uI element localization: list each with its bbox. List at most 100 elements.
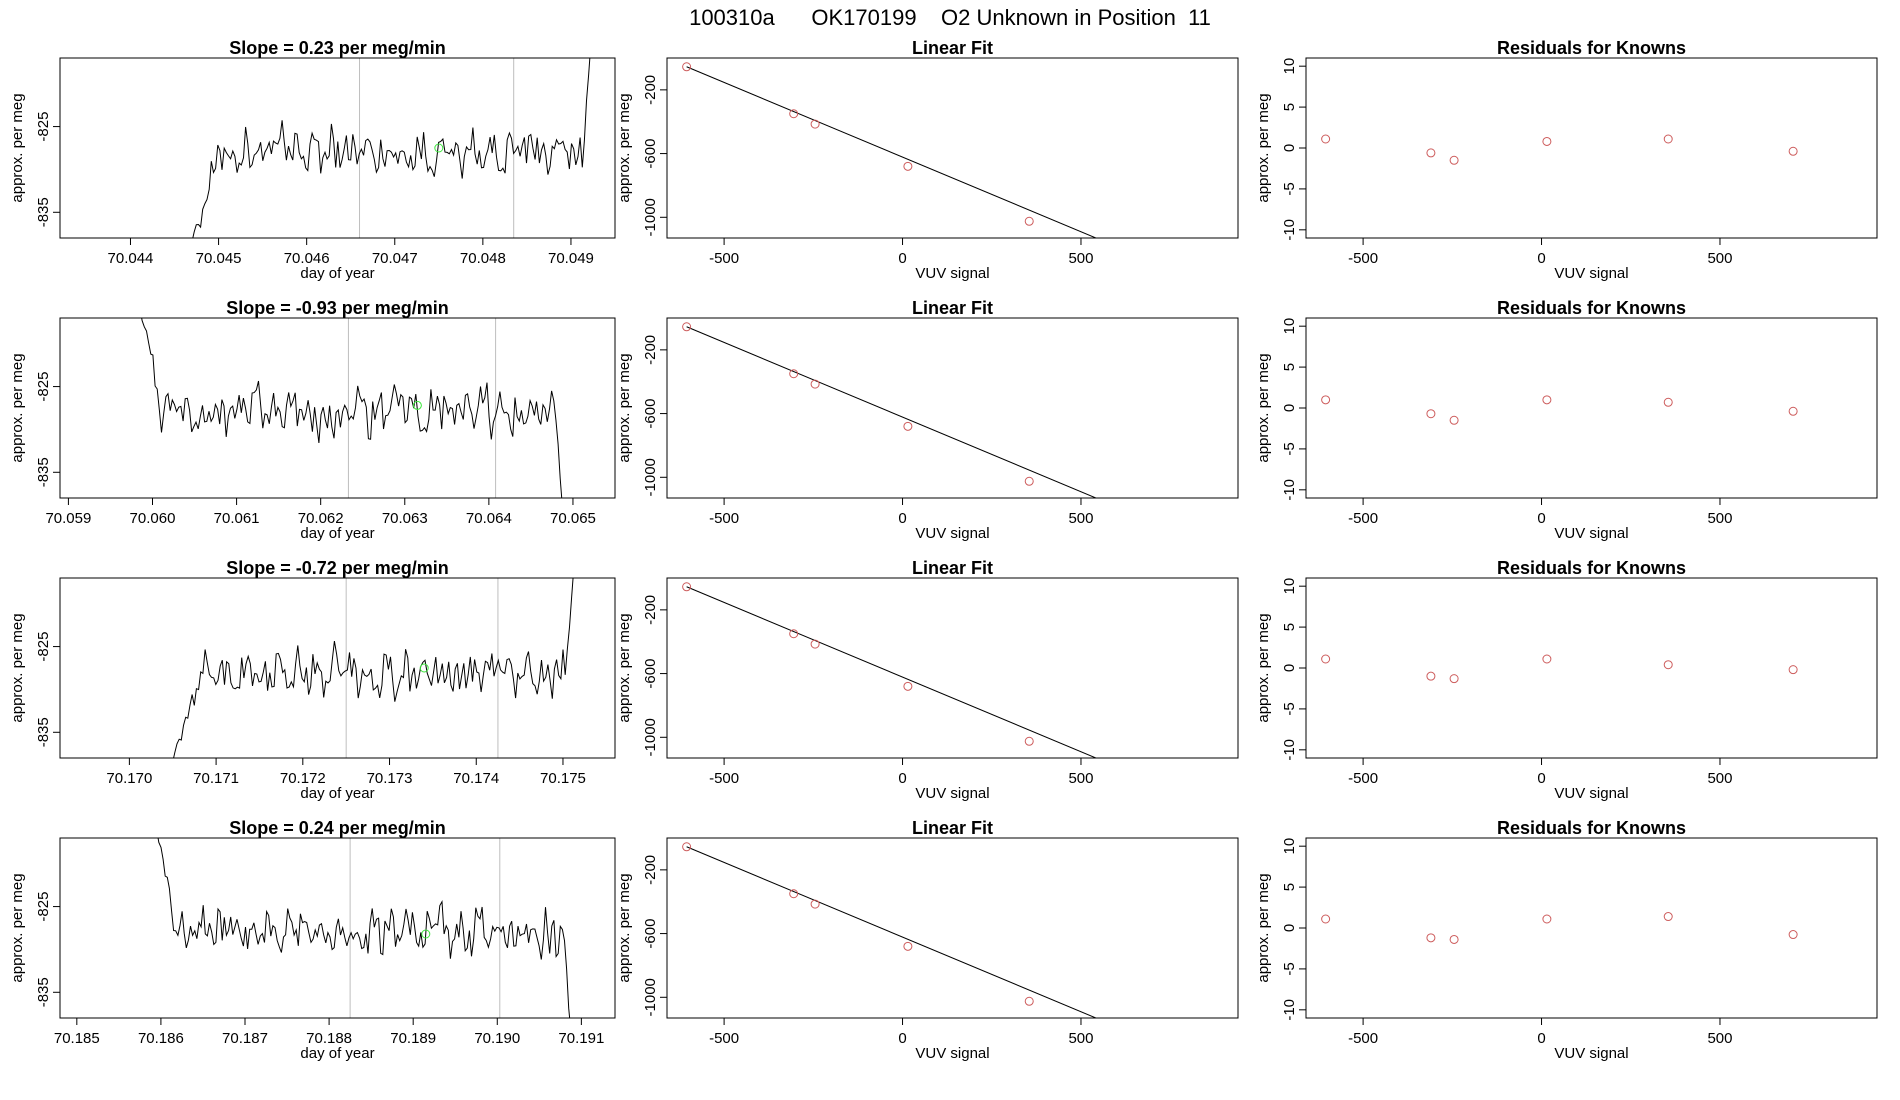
x-tick-label: 0: [898, 250, 906, 267]
plot-frame: [1305, 317, 1878, 499]
y-tick-label: -200: [642, 75, 659, 105]
x-tick-label: -500: [709, 250, 739, 267]
chart-trace-row-0: Slope = 0.23 per meg/min 70.044 70.045 70.0…: [9, 38, 616, 282]
plot-area: [173, 578, 574, 758]
x-axis-label: VUV signal: [1554, 785, 1628, 802]
residual-point: [1321, 654, 1331, 664]
x-tick-label: 70.048: [460, 250, 506, 267]
known-point: [810, 899, 820, 909]
plot-frame: [59, 317, 616, 499]
x-tick-label: 70.044: [108, 250, 154, 267]
plot-frame: [666, 837, 1239, 1019]
x-tick-label: 70.170: [106, 770, 152, 787]
x-tick-label: 70.065: [550, 510, 596, 527]
plot-frame: [1305, 837, 1878, 1019]
x-tick-label: 70.185: [54, 1030, 100, 1047]
unknown-point: [419, 663, 429, 673]
known-point: [789, 889, 799, 899]
residual-point: [1542, 914, 1552, 924]
chart-title: Residuals for Knowns: [1497, 38, 1686, 58]
y-tick-label: 0: [1281, 924, 1298, 932]
known-point: [903, 421, 913, 431]
plot-area: [141, 318, 563, 498]
y-tick-label: -10: [1281, 999, 1298, 1021]
plot-area: [682, 62, 1098, 238]
chart-trace-row-2: Slope = -0.72 per meg/min 70.170 70.171 70.…: [9, 558, 616, 802]
unknown-point: [421, 929, 431, 939]
x-tick-label: 70.187: [222, 1030, 268, 1047]
trace-line: [192, 58, 591, 238]
chart-title: Slope = 0.24 per meg/min: [229, 818, 446, 838]
known-point: [789, 109, 799, 119]
residual-point: [1449, 674, 1459, 684]
y-axis-label: approx. per meg: [1255, 93, 1272, 202]
known-point: [682, 62, 692, 72]
x-tick-label: 70.173: [367, 770, 413, 787]
chart-residuals-row-2: Residuals for Knowns -500 0 500 10 5 0 -5 -10 VUV…: [1255, 558, 1878, 802]
x-tick-label: -500: [1348, 770, 1378, 787]
x-tick-label: -500: [709, 1030, 739, 1047]
x-tick-label: 70.059: [45, 510, 91, 527]
y-axis-label: approx. per meg: [9, 613, 26, 722]
y-tick-label: -1000: [642, 198, 659, 236]
fit-line: [686, 586, 1098, 758]
fit-line: [686, 66, 1098, 238]
x-tick-label: 500: [1707, 1030, 1732, 1047]
y-tick-label: -5: [1281, 182, 1298, 195]
plot-area: [157, 838, 571, 1018]
y-axis-label: approx. per meg: [616, 613, 633, 722]
x-tick-label: 0: [898, 510, 906, 527]
y-tick-label: 10: [1281, 578, 1298, 595]
x-axis-label: day of year: [300, 1045, 374, 1062]
y-tick-label: -600: [642, 139, 659, 169]
x-tick-label: 70.172: [280, 770, 326, 787]
x-tick-label: 70.174: [453, 770, 499, 787]
x-tick-label: -500: [1348, 250, 1378, 267]
y-tick-label: -5: [1281, 702, 1298, 715]
y-tick-label: 0: [1281, 664, 1298, 672]
residual-point: [1449, 934, 1459, 944]
y-axis-label: approx. per meg: [616, 93, 633, 202]
chart-title: Slope = 0.23 per meg/min: [229, 38, 446, 58]
y-tick-label: -1000: [642, 718, 659, 756]
x-tick-label: -500: [1348, 510, 1378, 527]
y-tick-label: -1000: [642, 458, 659, 496]
y-tick-label: -600: [642, 659, 659, 689]
chart-residuals-row-3: Residuals for Knowns -500 0 500 10 5 0 -5 -10 VUV…: [1255, 818, 1878, 1062]
residual-point: [1663, 912, 1673, 922]
y-tick-label: -5: [1281, 962, 1298, 975]
x-tick-label: 70.047: [372, 250, 418, 267]
x-tick-label: 0: [1537, 510, 1545, 527]
residual-point: [1321, 395, 1331, 405]
y-tick-label: -10: [1281, 739, 1298, 761]
x-tick-label: 70.175: [540, 770, 586, 787]
y-tick-label: -5: [1281, 442, 1298, 455]
x-axis-label: day of year: [300, 265, 374, 282]
y-tick-label: -825: [35, 632, 52, 662]
x-tick-label: 70.188: [306, 1030, 352, 1047]
known-point: [1024, 216, 1034, 226]
chart-fit-row-3: Linear Fit -500 0 500 -200 -600 -1000 VUV signa…: [616, 818, 1239, 1062]
x-tick-label: 70.189: [390, 1030, 436, 1047]
x-tick-label: 500: [1707, 770, 1732, 787]
trace-line: [173, 578, 574, 758]
chart-residuals-row-1: Residuals for Knowns -500 0 500 10 5 0 -5 -10 VUV…: [1255, 298, 1878, 542]
chart-trace-row-1: Slope = -0.93 per meg/min 70.059 70.060 70.…: [9, 298, 616, 542]
chart-title: Slope = -0.93 per meg/min: [226, 298, 449, 318]
y-tick-label: 5: [1281, 883, 1298, 891]
residual-point: [1426, 933, 1436, 943]
plot-area: [682, 322, 1098, 498]
chart-title: Linear Fit: [912, 298, 993, 318]
y-axis-label: approx. per meg: [1255, 613, 1272, 722]
plot-frame: [666, 317, 1239, 499]
x-axis-label: VUV signal: [1554, 1045, 1628, 1062]
residual-point: [1449, 155, 1459, 165]
chart-title: Linear Fit: [912, 38, 993, 58]
chart-residuals-row-0: Residuals for Knowns -500 0 500 10 5 0 -5 -10 VUV…: [1255, 38, 1878, 282]
x-tick-label: 500: [1068, 510, 1093, 527]
x-tick-label: 70.064: [466, 510, 512, 527]
x-tick-label: 70.186: [138, 1030, 184, 1047]
y-tick-label: 0: [1281, 404, 1298, 412]
x-tick-label: 70.061: [214, 510, 260, 527]
residual-point: [1542, 395, 1552, 405]
